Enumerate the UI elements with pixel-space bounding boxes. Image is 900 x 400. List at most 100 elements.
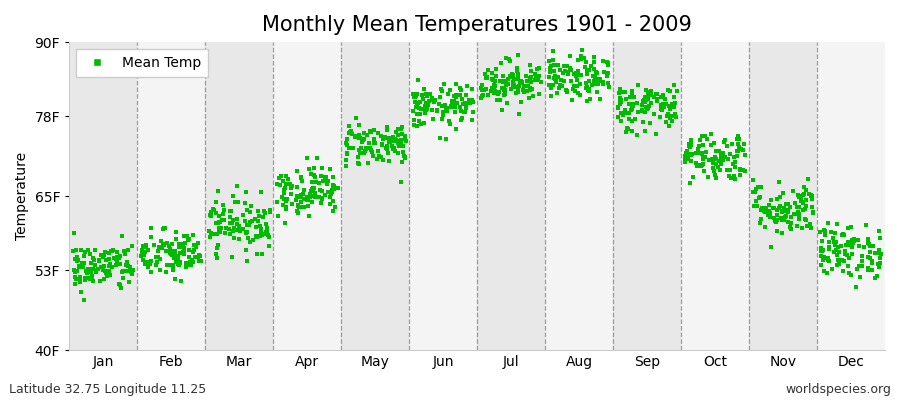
Point xyxy=(284,191,298,198)
Point xyxy=(639,87,653,93)
Point xyxy=(385,133,400,140)
Point xyxy=(109,262,123,268)
Point xyxy=(224,208,238,214)
Point xyxy=(832,248,847,255)
Point xyxy=(828,229,842,236)
Point xyxy=(497,86,511,92)
Point xyxy=(436,112,450,118)
Point xyxy=(751,184,765,191)
Point xyxy=(830,252,844,258)
Point xyxy=(428,96,442,103)
Point xyxy=(652,113,667,120)
Point xyxy=(510,71,525,78)
Point xyxy=(754,204,769,211)
Point xyxy=(165,241,179,247)
Point xyxy=(478,71,492,78)
Point xyxy=(487,90,501,96)
Point xyxy=(574,72,589,78)
Point xyxy=(475,82,490,88)
Point xyxy=(626,94,641,101)
Point xyxy=(447,98,462,104)
Point xyxy=(724,175,738,182)
Point xyxy=(616,88,631,95)
Point xyxy=(143,260,157,267)
Point xyxy=(343,129,357,135)
Point xyxy=(67,230,81,236)
Point xyxy=(643,120,657,126)
Point xyxy=(136,256,150,263)
Point xyxy=(806,209,821,216)
Point xyxy=(123,267,138,273)
Point xyxy=(73,273,87,280)
Point xyxy=(792,211,806,217)
Point xyxy=(351,160,365,166)
Point xyxy=(557,77,572,84)
Point xyxy=(572,72,586,78)
Bar xyxy=(341,42,410,350)
Point xyxy=(147,242,161,248)
Point xyxy=(669,114,683,120)
Point xyxy=(211,188,225,194)
Point xyxy=(589,69,603,75)
Point xyxy=(618,129,633,135)
Point xyxy=(272,175,286,182)
Point xyxy=(137,252,151,258)
Point xyxy=(432,101,446,107)
Point xyxy=(423,91,437,97)
Point xyxy=(204,213,219,219)
Point xyxy=(225,254,239,260)
Point xyxy=(454,108,469,114)
Point xyxy=(546,62,561,68)
Point xyxy=(599,59,614,65)
Point xyxy=(477,87,491,94)
Point xyxy=(761,212,776,218)
Point xyxy=(465,86,480,92)
Point xyxy=(497,92,511,98)
Point xyxy=(663,106,678,112)
Point xyxy=(523,68,537,74)
Point xyxy=(754,184,769,190)
Point xyxy=(567,82,581,89)
Point xyxy=(446,99,460,106)
Point xyxy=(706,168,721,174)
Point xyxy=(176,244,191,251)
Point xyxy=(580,84,594,90)
Point xyxy=(641,95,655,102)
Point xyxy=(511,74,526,80)
Point xyxy=(805,204,819,210)
Point xyxy=(79,269,94,276)
Point xyxy=(694,163,708,169)
Point xyxy=(728,159,742,165)
Point xyxy=(731,147,745,154)
Point xyxy=(230,216,244,222)
Point xyxy=(513,80,527,86)
Point xyxy=(454,116,468,123)
Point xyxy=(94,252,109,258)
Point xyxy=(126,266,140,273)
Point xyxy=(617,107,632,113)
Point xyxy=(861,254,876,260)
Point xyxy=(418,106,433,113)
Point xyxy=(446,100,460,107)
Point xyxy=(758,208,772,215)
Point xyxy=(291,202,305,209)
Point xyxy=(210,199,224,206)
Point xyxy=(134,253,148,259)
Point xyxy=(857,244,871,250)
Point xyxy=(363,144,377,151)
Point xyxy=(843,224,858,230)
Point xyxy=(228,199,242,205)
Point xyxy=(627,116,642,122)
Point xyxy=(338,157,353,164)
Point xyxy=(834,232,849,239)
Point xyxy=(783,204,797,210)
Point xyxy=(203,211,218,218)
Point xyxy=(492,78,507,84)
Point xyxy=(328,204,342,210)
Point xyxy=(814,245,829,251)
Point xyxy=(74,247,88,253)
Point xyxy=(415,92,429,98)
Point xyxy=(587,66,601,72)
Point xyxy=(171,254,185,260)
Point xyxy=(683,151,698,157)
